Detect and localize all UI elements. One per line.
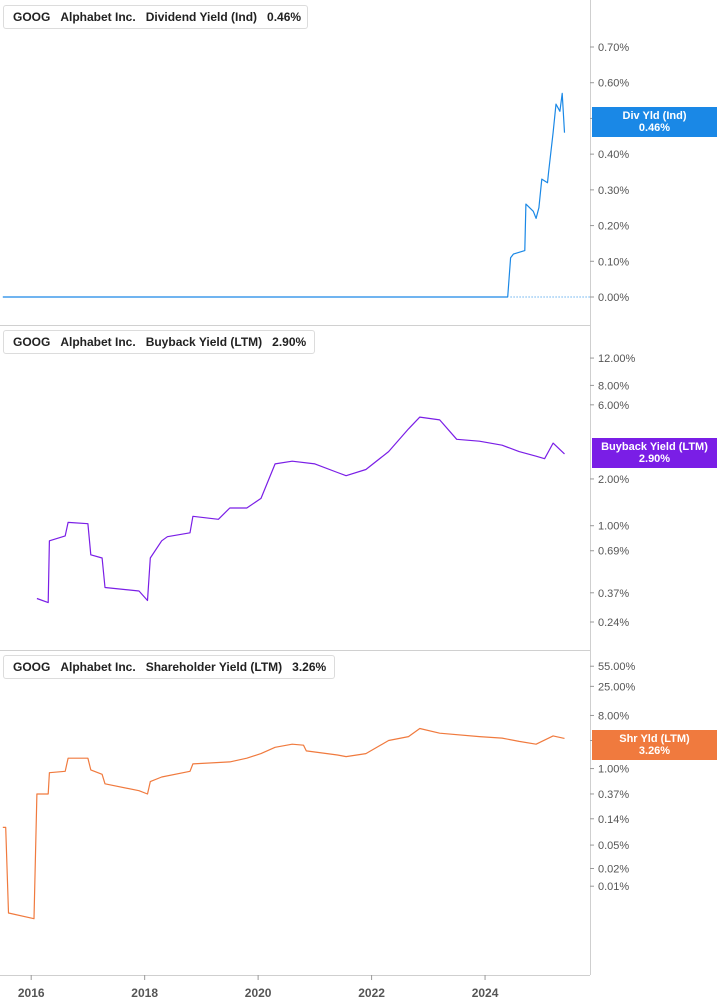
y-tick-label: 0.01% [598,881,629,893]
y-tick-label: 1.00% [598,521,629,533]
legend-company: Alphabet Inc. [60,10,136,24]
legend-ticker: GOOG [13,10,51,24]
y-tick-label: 8.00% [598,380,629,392]
y-tick-label: 55.00% [598,661,636,673]
callout-label: Buyback Yield (LTM) [601,441,708,453]
callout-value: 2.90% [638,453,671,465]
y-tick-label: 0.70% [598,42,629,54]
legend-metric: Shareholder Yield (LTM) [145,660,283,674]
x-tick-label: 2016 [18,986,45,1000]
legend-value: 2.90% [272,335,307,349]
y-tick-label: 0.20% [598,221,629,233]
callout-shareholder-yield: Shr Yld (LTM) 3.26% [592,730,717,760]
y-tick-label: 25.00% [598,681,636,693]
y-tick-label: 0.37% [598,789,629,801]
series-line-1 [2,92,566,298]
x-tick-label: 2020 [245,986,272,1000]
y-tick-label: 1.00% [598,764,629,776]
legend-buyback-yield: GOOG Alphabet Inc. Buyback Yield (LTM) 2… [3,330,315,354]
series-line-1 [36,416,565,604]
y-tick-label: 0.24% [598,617,629,629]
legend-company: Alphabet Inc. [60,335,136,349]
callout-value: 0.46% [638,122,671,134]
y-tick-label: 0.60% [598,78,629,90]
x-tick-label: 2024 [472,986,499,1000]
callout-value: 3.26% [638,745,671,757]
legend-value: 3.26% [292,660,327,674]
y-tick-label: 6.00% [598,400,629,412]
y-tick-label: 0.05% [598,840,629,852]
legend-metric: Dividend Yield (Ind) [145,10,258,24]
callout-buyback-yield: Buyback Yield (LTM) 2.90% [592,438,717,468]
y-tick-label: 2.00% [598,474,629,486]
legend-dividend-yield: GOOG Alphabet Inc. Dividend Yield (Ind) … [3,5,308,29]
y-tick-label: 0.40% [598,149,629,161]
callout-label: Div Yld (Ind) [622,110,687,122]
legend-shareholder-yield: GOOG Alphabet Inc. Shareholder Yield (LT… [3,655,335,679]
y-tick-label: 0.30% [598,185,629,197]
y-tick-label: 0.10% [598,256,629,268]
y-tick-label: 12.00% [598,353,636,365]
x-tick-label: 2022 [358,986,385,1000]
callout-label: Shr Yld (LTM) [619,733,690,745]
y-tick-label: 8.00% [598,710,629,722]
legend-company: Alphabet Inc. [60,660,136,674]
legend-ticker: GOOG [13,660,51,674]
callout-dividend-yield: Div Yld (Ind) 0.46% [592,107,717,137]
legend-ticker: GOOG [13,335,51,349]
y-tick-label: 0.69% [598,546,629,558]
legend-value: 0.46% [267,10,302,24]
x-tick-label: 2018 [131,986,158,1000]
y-tick-label: 0.14% [598,814,629,826]
y-tick-label: 0.00% [598,292,629,304]
y-tick-label: 0.37% [598,588,629,600]
series-line-1 [2,727,565,920]
legend-metric: Buyback Yield (LTM) [145,335,263,349]
y-tick-label: 0.02% [598,863,629,875]
